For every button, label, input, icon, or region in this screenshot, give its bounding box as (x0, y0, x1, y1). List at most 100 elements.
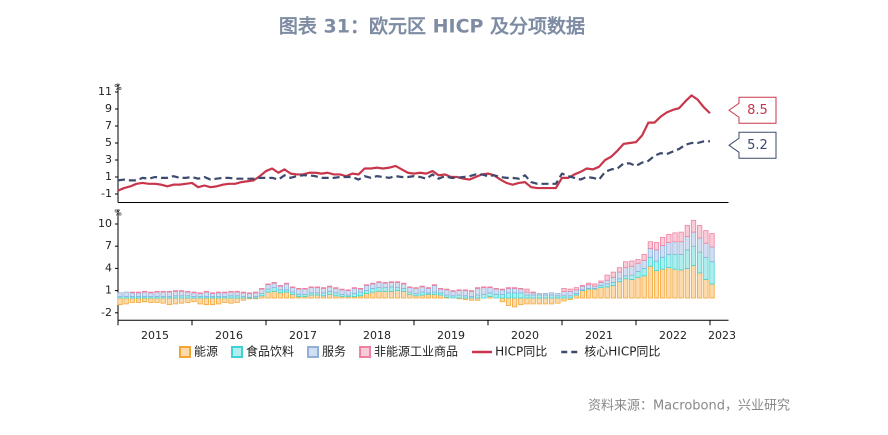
bar-segment (123, 291, 129, 297)
bar-segment (290, 286, 296, 289)
bar-segment (419, 294, 425, 299)
legend-label: 食品饮料 (246, 344, 294, 359)
bar-segment (653, 270, 660, 299)
x-tick-label: 2021 (585, 329, 613, 342)
bar-segment (209, 297, 216, 306)
bar-segment (308, 294, 314, 299)
bar-segment (265, 288, 271, 293)
bar-segment (647, 265, 653, 299)
bar-segment (660, 268, 666, 299)
bar-segment (222, 297, 228, 303)
y-tick-label: 5 (105, 136, 112, 149)
bar-segment (561, 297, 567, 302)
bar-segment (209, 293, 216, 297)
bar-segment (431, 285, 438, 293)
bar-segment (629, 279, 635, 299)
bar-segment (394, 281, 401, 283)
bar-segment (129, 291, 135, 294)
bar-segment (684, 236, 690, 251)
bar-segment (148, 292, 154, 297)
bar-segment (444, 288, 450, 291)
bar-segment (629, 274, 635, 280)
bar-segment (623, 275, 629, 280)
bar-segment (351, 293, 357, 297)
bar-segment (468, 290, 475, 297)
bar-segment (271, 290, 277, 299)
bar-segment (185, 290, 191, 293)
bar-segment (536, 293, 542, 296)
bar-segment (228, 290, 234, 293)
bar-segment (265, 291, 271, 299)
bar-segment (425, 287, 431, 294)
bar-segment (327, 286, 333, 292)
bar-segment (179, 297, 185, 304)
bar-segment (222, 291, 228, 294)
chart-title: 图表 31：欧元区 HICP 及分项数据 (279, 15, 585, 38)
bar-segment (240, 291, 246, 294)
bar-segment (493, 288, 499, 295)
bar-segment (475, 287, 481, 296)
bar-segment (697, 225, 703, 239)
bar-segment (690, 231, 697, 247)
bar-segment (512, 297, 518, 308)
bar-segment (327, 290, 333, 295)
bar-segment (518, 297, 524, 306)
y-tick-label: 9 (105, 102, 112, 115)
bar-segment (314, 286, 320, 289)
value-callout (728, 131, 777, 159)
bar-segment (388, 282, 394, 288)
bar-segment (339, 288, 345, 291)
bar-segment (579, 285, 586, 291)
bar-segment (567, 288, 573, 292)
bar-segment (623, 261, 629, 269)
bar-segment (536, 294, 542, 299)
legend-label: 能源 (194, 345, 218, 359)
bar-segment (703, 279, 709, 299)
x-tick-label: 2016 (215, 329, 243, 342)
bar-segment (684, 249, 690, 269)
bar-segment (499, 293, 505, 299)
bar-segment (364, 293, 370, 299)
bar-segment (401, 287, 407, 292)
bar-segment (438, 288, 444, 294)
bar-segment (302, 288, 308, 295)
bar-segment (333, 287, 339, 289)
bar-segment (376, 282, 382, 289)
bar-segment (283, 283, 290, 291)
bar-segment (499, 288, 505, 291)
bar-segment (154, 297, 160, 303)
bar-segment (314, 287, 320, 294)
bar-segment (302, 287, 308, 290)
bar-segment (191, 292, 197, 297)
bar-segment (579, 285, 586, 287)
bar-segment (456, 294, 462, 299)
bar-segment (314, 294, 320, 299)
bar-segment (413, 287, 419, 289)
bar-segment (154, 290, 160, 293)
bar-segment (647, 248, 653, 258)
bar-segment (277, 285, 283, 287)
bar-segment (160, 291, 166, 297)
bar-segment (148, 291, 154, 294)
bar-segment (253, 291, 259, 294)
bar-segment (333, 292, 339, 297)
bar-segment (524, 297, 530, 305)
source-note: 资料来源：Macrobond，兴业研究 (588, 399, 790, 414)
bar-segment (283, 282, 290, 285)
bar-segment (216, 297, 222, 305)
bar-segment (135, 292, 142, 297)
bar-segment (635, 259, 641, 264)
bar-segment (518, 287, 524, 290)
bar-segment (271, 287, 277, 292)
bar-segment (179, 290, 185, 297)
bar-segment (592, 283, 598, 287)
bar-segment (419, 286, 425, 293)
bar-segment (450, 290, 456, 292)
bar-segment (610, 285, 616, 299)
bar-segment (240, 292, 246, 297)
bar-segment (505, 287, 512, 289)
bar-segment (228, 291, 234, 297)
bar-segment (345, 289, 351, 291)
bar-segment (610, 276, 616, 283)
